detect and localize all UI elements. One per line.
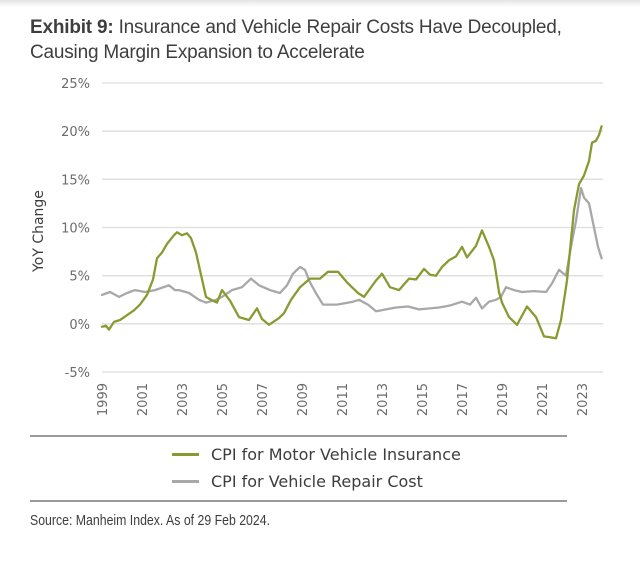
y-tick-label: 10% xyxy=(61,222,90,237)
y-tick-label: -5% xyxy=(65,366,90,381)
x-tick-label: 2009 xyxy=(296,383,311,416)
x-tick-label: 2007 xyxy=(256,383,271,416)
legend-swatch-insurance xyxy=(172,453,199,456)
title-line2: Causing Margin Expansion to Accelerate xyxy=(30,42,365,63)
legend-item-repair: CPI for Vehicle Repair Cost xyxy=(172,468,461,495)
legend-label-repair: CPI for Vehicle Repair Cost xyxy=(211,472,423,491)
y-tick-label: 20% xyxy=(61,125,90,140)
legend-swatch-repair xyxy=(172,480,199,483)
series-line-repair xyxy=(100,186,603,313)
x-tick-label: 2013 xyxy=(376,383,391,416)
y-tick-label: 25% xyxy=(61,77,90,92)
source-note: Source: Manheim Index. As of 29 Feb 2024… xyxy=(30,512,271,529)
y-tick-label: 15% xyxy=(61,173,90,188)
chart-title: Exhibit 9: Insurance and Vehicle Repair … xyxy=(30,15,630,65)
legend-label-insurance: CPI for Motor Vehicle Insurance xyxy=(211,445,461,464)
x-tick-label: 1999 xyxy=(96,383,111,416)
line-chart: -5% 0% 5% 10% 15% 20% 25% 1999 2001 2003 2005 2007… xyxy=(31,77,603,416)
exhibit-label: Exhibit 9: xyxy=(30,17,114,38)
x-tick-label: 2001 xyxy=(136,383,151,416)
y-tick-label: 5% xyxy=(69,270,90,285)
legend-top-divider xyxy=(30,435,567,437)
x-tick-label: 2019 xyxy=(496,383,511,416)
y-axis-title: YoY Change xyxy=(31,190,47,273)
title-line1: Insurance and Vehicle Repair Costs Have … xyxy=(113,17,562,38)
legend-bottom-divider xyxy=(30,500,567,502)
x-tick-label: 2021 xyxy=(536,383,551,416)
x-tick-label: 2005 xyxy=(216,383,231,416)
legend: CPI for Motor Vehicle Insurance CPI for … xyxy=(172,441,461,495)
x-tick-label: 2023 xyxy=(576,383,591,416)
legend-item-insurance: CPI for Motor Vehicle Insurance xyxy=(172,441,461,468)
top-shade xyxy=(0,0,640,7)
x-tick-label: 2017 xyxy=(456,383,471,416)
series-lines xyxy=(100,125,603,340)
y-tick-labels: -5% 0% 5% 10% 15% 20% 25% xyxy=(61,77,90,381)
y-tick-label: 0% xyxy=(69,318,90,333)
x-tick-label: 2011 xyxy=(336,383,351,416)
series-line-insurance xyxy=(100,125,603,340)
x-tick-label: 2003 xyxy=(176,383,191,416)
gridlines xyxy=(102,82,603,373)
x-tick-labels: 1999 2001 2003 2005 2007 2009 2011 2013 2015 2017… xyxy=(96,383,591,416)
x-tick-label: 2015 xyxy=(416,383,431,416)
